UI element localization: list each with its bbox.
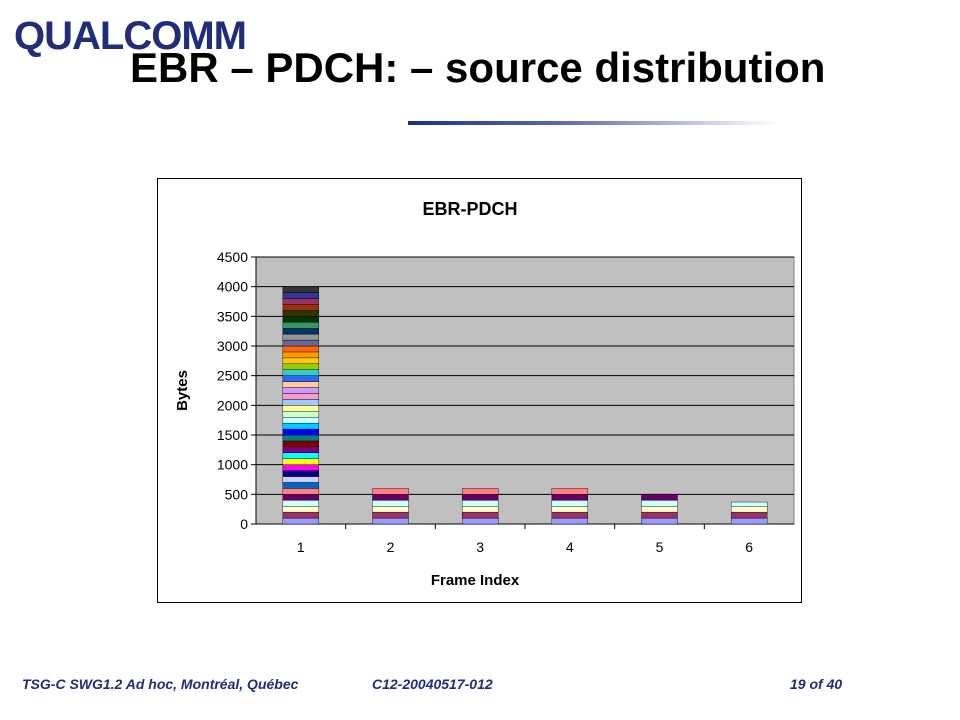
bar-segment — [282, 351, 320, 359]
bar-segment — [282, 381, 320, 388]
x-tick-label: 6 — [745, 539, 753, 555]
bar-segment — [641, 494, 678, 501]
y-tick-label: 4500 — [217, 249, 248, 265]
bar-segment — [282, 458, 320, 465]
y-tick-label: 3500 — [217, 308, 248, 324]
y-tick-label: 2000 — [217, 397, 248, 413]
stacked-bar-chart: 0 500 1000 1500 2000 2500 3000 3500 4000 4500 1 2 3 4… — [174, 199, 795, 589]
bar-segment — [282, 375, 320, 382]
bar-segment — [551, 494, 589, 501]
bar-segment — [282, 428, 320, 436]
bar-segment — [282, 322, 320, 329]
bar-segment — [282, 345, 320, 353]
bar-segment — [282, 500, 320, 507]
bar-segment — [282, 488, 320, 495]
y-tick-label: 0 — [240, 516, 248, 532]
bar-segment — [461, 511, 499, 519]
bar-segment — [282, 506, 320, 513]
bar-segment — [551, 488, 589, 495]
bar-segment — [282, 446, 320, 454]
bar-segment — [551, 500, 589, 507]
x-tick-label: 1 — [297, 539, 305, 555]
bar-segment — [372, 517, 409, 525]
y-tick-label: 4000 — [217, 279, 248, 295]
bar-segment — [641, 506, 678, 513]
bar-segment — [730, 517, 768, 525]
bar-segment — [282, 476, 320, 483]
chart-title: EBR-PDCH — [422, 199, 517, 219]
bar-segment — [282, 387, 320, 394]
bar-segment — [282, 357, 320, 365]
bar-segment — [461, 488, 499, 495]
bar-segment — [641, 500, 678, 507]
bar-segment — [641, 517, 678, 525]
bar-segment — [282, 452, 320, 459]
bar-segment — [461, 517, 499, 525]
bar-segment — [282, 511, 320, 519]
footer-page-number: 19 of 40 — [790, 676, 843, 692]
bar-segment — [372, 506, 409, 513]
y-tick-label: 3000 — [217, 338, 248, 354]
bar-segment — [282, 440, 320, 448]
bar-segment — [282, 339, 320, 347]
plot-area — [255, 256, 795, 525]
bar-segment — [282, 333, 320, 341]
bar-segment — [282, 422, 320, 430]
qualcomm-logo: QUALCOMM — [14, 10, 247, 70]
bar-segment — [461, 494, 499, 501]
bar-segment — [282, 327, 320, 335]
bar-segment — [282, 470, 320, 477]
bar-segment — [282, 464, 320, 471]
bar-segment — [282, 411, 320, 418]
x-axis-title: Frame Index — [431, 572, 520, 589]
bar-segment — [461, 506, 499, 513]
y-tick-label: 500 — [225, 486, 249, 502]
bar-segment — [282, 517, 320, 525]
chart-container: 0 500 1000 1500 2000 2500 3000 3500 4000 4500 1 2 3 4… — [157, 178, 802, 603]
x-tick-label: 3 — [476, 539, 484, 555]
bar-segment — [282, 399, 320, 406]
bar-segment — [551, 517, 589, 525]
bar-segment — [282, 363, 320, 370]
footer-meeting: TSG-C SWG1.2 Ad hoc, Montréal, Québec — [22, 676, 299, 692]
bar-segment — [282, 405, 320, 412]
x-tick-label: 2 — [387, 539, 395, 555]
bar-segment — [282, 298, 320, 305]
bar-segment — [372, 494, 409, 501]
bar-segment — [282, 316, 320, 323]
bar-segment — [730, 501, 768, 507]
bar-segment — [282, 434, 320, 442]
x-tick-label: 5 — [656, 539, 664, 555]
bar-segment — [282, 292, 320, 299]
bar-segment — [282, 369, 320, 376]
y-tick-label: 1000 — [217, 457, 248, 473]
bar-segment — [372, 511, 409, 519]
bar-segment — [730, 506, 768, 513]
y-tick-label: 1500 — [217, 427, 248, 443]
bar-segment — [282, 310, 320, 317]
bar-segment — [282, 393, 320, 400]
y-tick-label: 2500 — [217, 368, 248, 384]
bar-segment — [551, 511, 589, 519]
bar-segment — [282, 416, 320, 424]
bar-segment — [730, 511, 768, 519]
bar-segment — [282, 304, 320, 311]
logo-text: QUALCOMM — [14, 14, 247, 58]
bar-segment — [461, 500, 499, 507]
slide-title: EBR – PDCH: – source distribution — [130, 44, 826, 91]
x-tick-label: 4 — [566, 539, 574, 555]
bar-segment — [551, 506, 589, 513]
bar-segment — [282, 286, 320, 293]
footer-doc-number: C12-20040517-012 — [372, 676, 493, 692]
title-underline — [408, 121, 778, 125]
bar-segment — [372, 500, 409, 507]
bar-segment — [282, 482, 320, 489]
y-axis-title: Bytes — [174, 370, 191, 411]
bar-segment — [641, 511, 678, 519]
bar-segment — [282, 494, 320, 501]
bar-segment — [372, 488, 409, 495]
